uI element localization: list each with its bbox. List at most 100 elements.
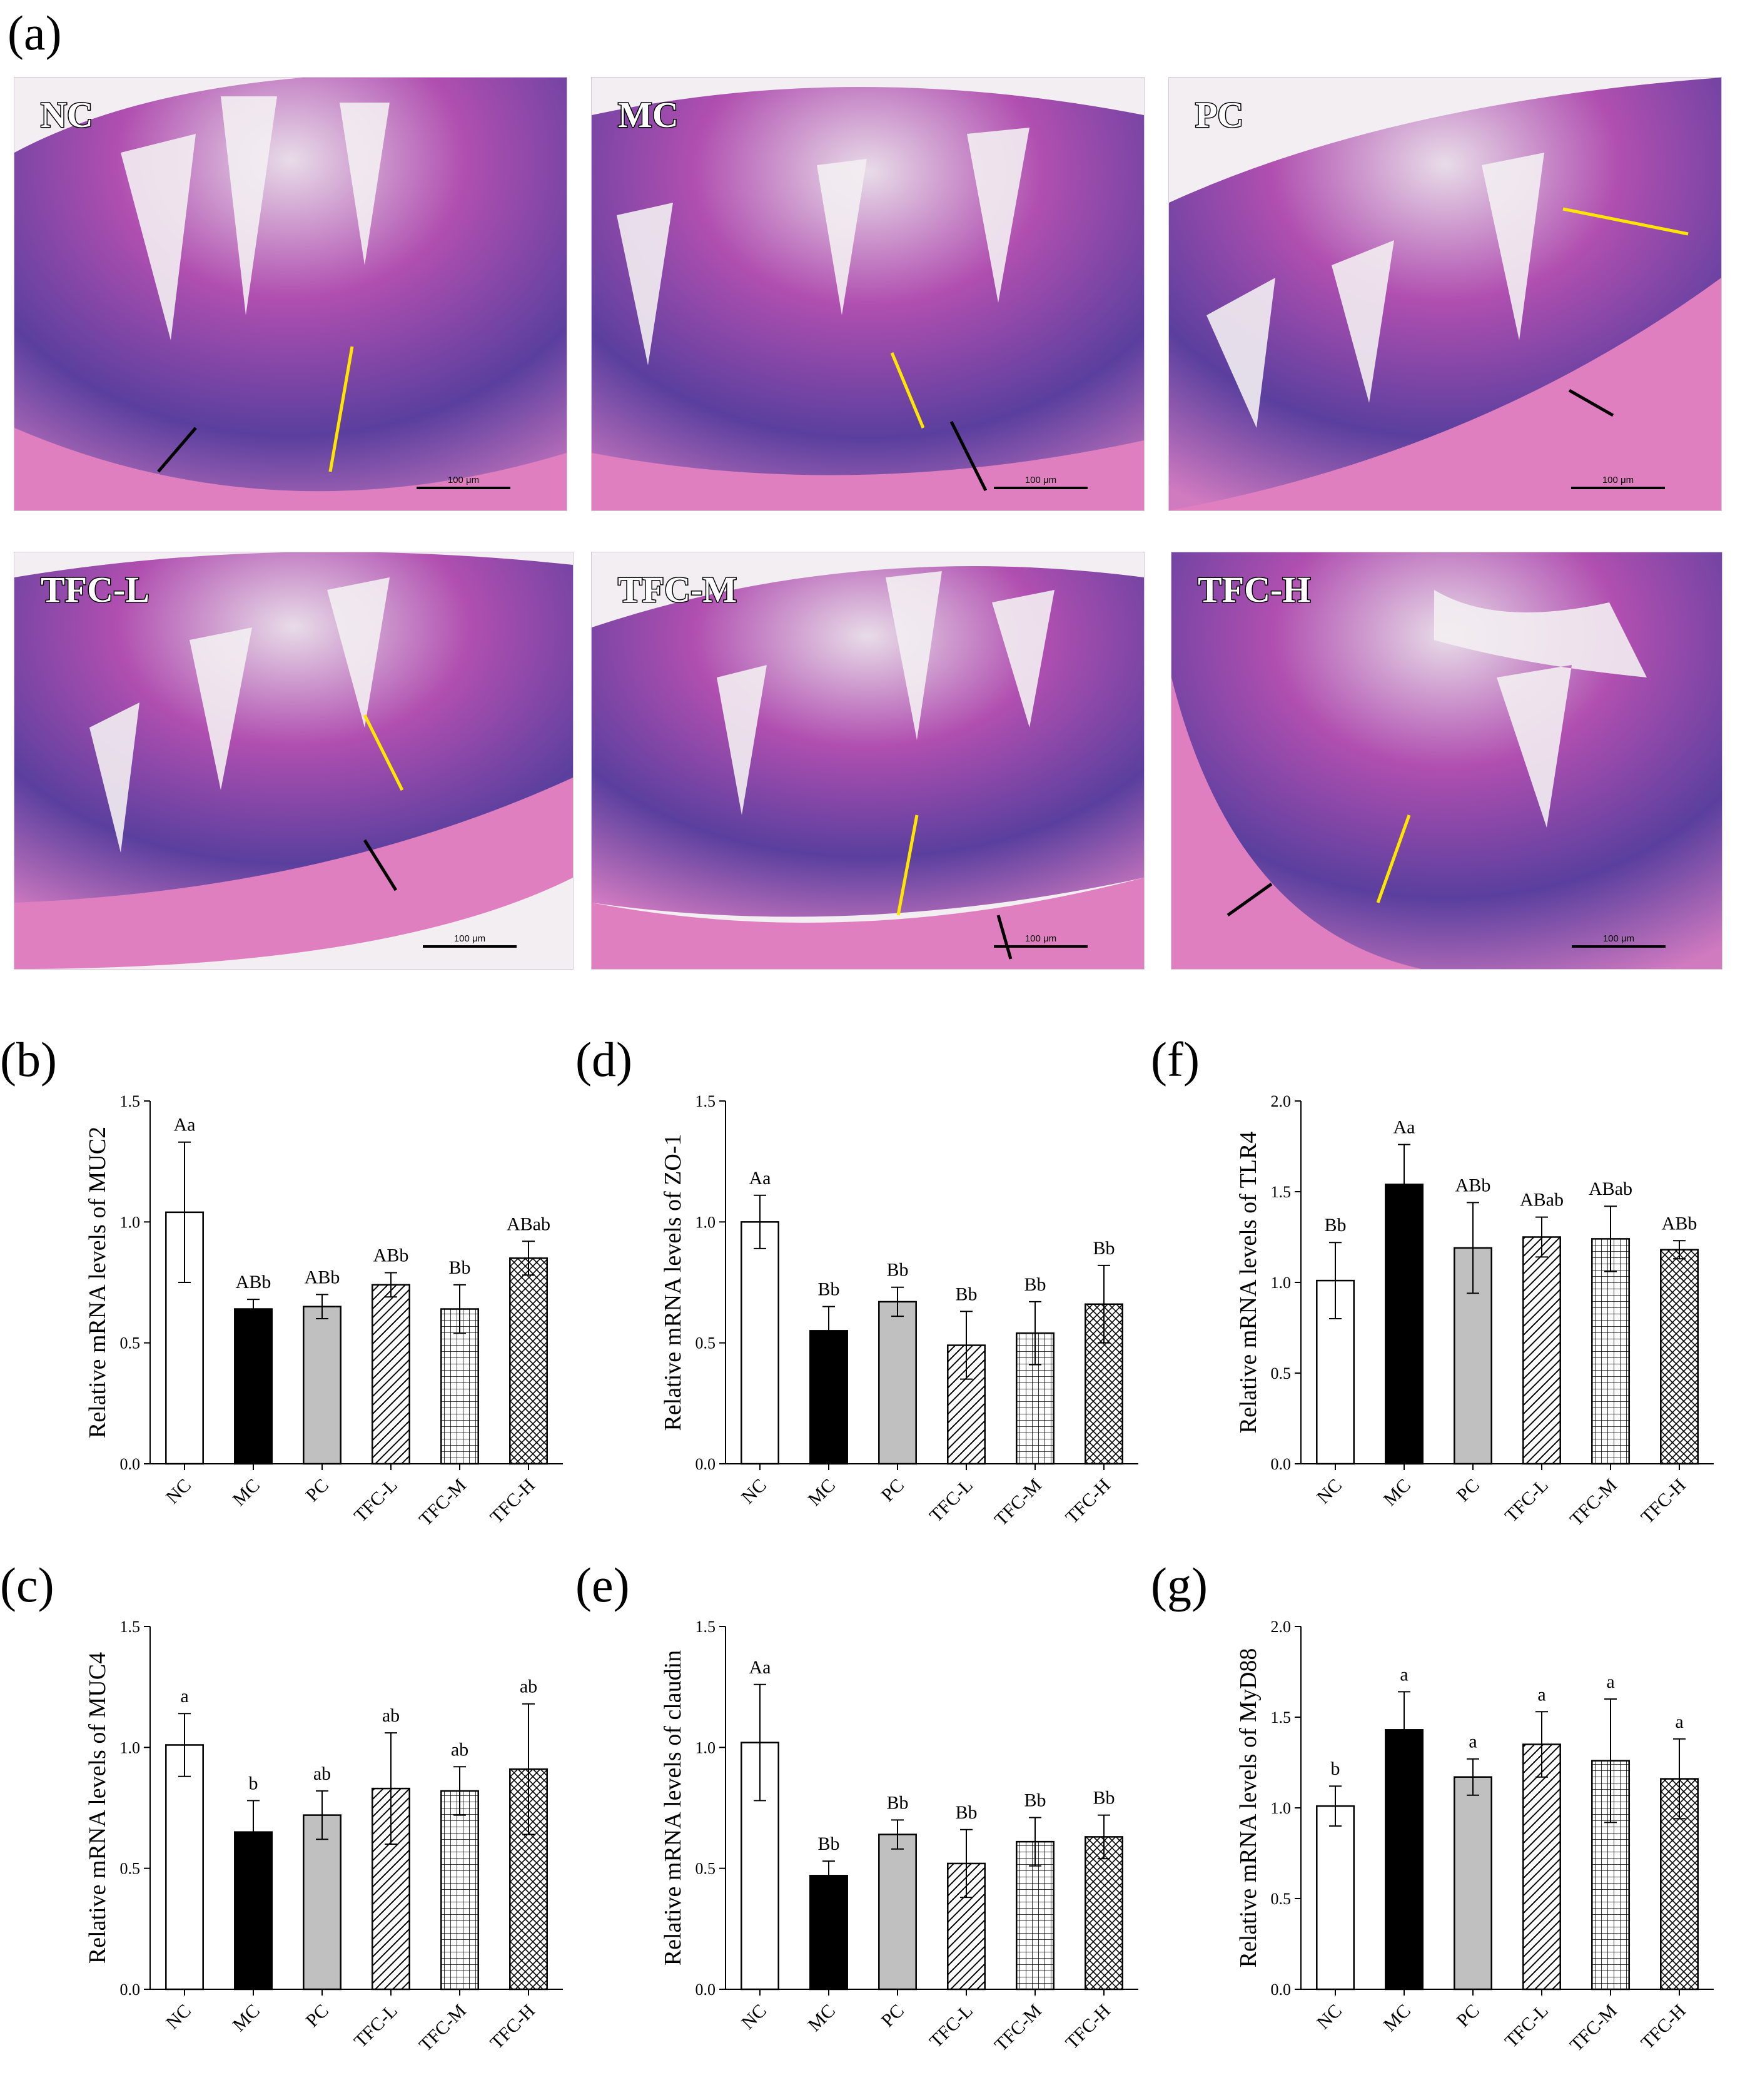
chart-tlr4: (f) Relative mRNA levels of TLR4 0.0 0.5 1.0… (1151, 1026, 1732, 1564)
bar (1522, 1236, 1561, 1465)
significance-label: Bb (817, 1279, 839, 1300)
y-tick-label: 0.0 (120, 1455, 141, 1473)
x-tick-label: NC (162, 1475, 195, 1508)
micrograph-mc: MC 100 μm (591, 77, 1145, 511)
y-axis-label: Relative mRNA levels of MUC4 (84, 1652, 111, 1964)
y-tick-label: 0.5 (695, 1334, 716, 1352)
bar (165, 1744, 204, 1991)
bar (1660, 1249, 1699, 1465)
x-tick-label: TFC-H (1061, 2001, 1115, 2054)
significance-label: Bb (1093, 1238, 1115, 1259)
y-tick-label: 1.5 (120, 1092, 141, 1110)
y-tick-label: 1.0 (695, 1738, 716, 1757)
plot-area: (d) Relative mRNA levels of ZO-1 0.0 0.5 1.0… (575, 1032, 1138, 1530)
panel-letter: (f) (1151, 1032, 1200, 1087)
y-tick-label: 0.0 (1271, 1981, 1292, 1999)
micrograph-pc: PC 100 μm (1168, 77, 1722, 511)
significance-label: a (1400, 1664, 1408, 1685)
y-tick-label: 0.5 (1271, 1364, 1292, 1382)
significance-label: Bb (886, 1792, 908, 1813)
significance-label: ab (451, 1739, 468, 1760)
x-tick-label: TFC-H (1637, 1475, 1690, 1528)
x-tick-label: PC (1453, 1475, 1484, 1506)
x-tick-label: MC (229, 1475, 264, 1510)
x-tick-label: PC (878, 2001, 908, 2031)
y-tick-label: 0.0 (120, 1981, 141, 1999)
bar (440, 1790, 479, 1991)
plot-area: (c) Relative mRNA levels of MUC4 0.0 0.5 1.0… (0, 1558, 563, 2056)
bar (1591, 1238, 1630, 1465)
x-tick-label: TFC-M (991, 1475, 1046, 1530)
x-tick-label: TFC-M (1566, 1475, 1621, 1530)
bar (509, 1257, 548, 1465)
significance-label: Bb (448, 1257, 470, 1278)
y-tick-label: 1.5 (120, 1618, 141, 1636)
bar (1385, 1184, 1424, 1465)
significance-label: ab (520, 1676, 537, 1697)
significance-label: ABb (1662, 1213, 1697, 1234)
x-tick-label: MC (229, 2001, 264, 2036)
x-tick-label: NC (162, 2001, 195, 2034)
y-tick-label: 1.5 (695, 1618, 716, 1636)
plot-area: (b) Relative mRNA levels of MUC2 0.0 0.5 1.0… (0, 1032, 563, 1530)
y-tick-label: 0.5 (695, 1860, 716, 1878)
x-tick-label: TFC-H (486, 1475, 539, 1528)
bar-chart-svg: (e) Relative mRNA levels of claudin 0.0 0.5… (575, 1558, 1138, 2056)
y-tick-label: 0.5 (120, 1860, 141, 1878)
x-tick-label: PC (878, 1475, 908, 1506)
significance-label: ABab (1589, 1179, 1632, 1199)
bar (878, 1301, 917, 1465)
x-tick-label: NC (737, 1475, 771, 1508)
y-axis-label: Relative mRNA levels of claudin (660, 1650, 686, 1966)
plot-area: (g) Relative mRNA levels of MyD88 0.0 0.5 1.… (1151, 1558, 1714, 2056)
scale-bar: 100 μm (1571, 475, 1665, 489)
y-tick-label: 1.0 (120, 1213, 141, 1231)
y-tick-label: 1.0 (1271, 1799, 1292, 1817)
bar (1385, 1729, 1424, 1991)
scale-bar: 100 μm (994, 475, 1088, 489)
micrograph-label: PC (1194, 94, 1244, 136)
y-tick-label: 1.0 (1271, 1274, 1292, 1292)
bar-chart-svg: (d) Relative mRNA levels of ZO-1 0.0 0.5 1.0… (575, 1032, 1138, 1530)
significance-label: Bb (1024, 1790, 1046, 1810)
bar-chart-svg: (b) Relative mRNA levels of MUC2 0.0 0.5 1.0… (0, 1032, 563, 1530)
y-tick-label: 1.5 (1271, 1708, 1292, 1727)
x-tick-label: TFC-L (926, 2001, 977, 2052)
x-tick-label: PC (302, 1475, 333, 1506)
bar (234, 1308, 273, 1465)
scale-bar: 100 μm (423, 933, 517, 948)
micrograph-label: TFC-H (1196, 569, 1311, 611)
significance-label: ABb (1455, 1175, 1491, 1195)
significance-label: a (1537, 1684, 1545, 1705)
significance-label: Aa (749, 1657, 771, 1678)
histology-image (592, 552, 1144, 969)
bar (741, 1221, 779, 1465)
significance-label: Bb (1324, 1215, 1346, 1235)
bar (1454, 1776, 1492, 1991)
x-tick-label: TFC-M (1566, 2001, 1621, 2056)
x-tick-label: NC (1313, 2001, 1346, 2034)
x-tick-label: TFC-L (350, 2001, 402, 2052)
y-tick-label: 2.0 (1271, 1092, 1292, 1110)
y-tick-label: 0.5 (1271, 1890, 1292, 1908)
significance-label: Aa (174, 1115, 196, 1135)
bar (1316, 1805, 1355, 1991)
micrograph-tfc-l: TFC-L 100 μm (14, 552, 574, 970)
chart-muc2: (b) Relative mRNA levels of MUC2 0.0 0.5 1.0… (0, 1026, 582, 1564)
histology-image (14, 78, 567, 510)
bar-chart-svg: (c) Relative mRNA levels of MUC4 0.0 0.5 1.0… (0, 1558, 563, 2056)
micrograph-tfc-h: TFC-H 100 μm (1171, 552, 1722, 970)
y-axis-label: Relative mRNA levels of TLR4 (1235, 1132, 1262, 1434)
panel-letter: (d) (575, 1032, 632, 1087)
y-tick-label: 0.0 (695, 1455, 716, 1473)
x-tick-label: PC (1453, 2001, 1484, 2031)
x-tick-label: TFC-L (1501, 2001, 1552, 2052)
significance-label: ABab (1520, 1190, 1564, 1210)
y-tick-label: 1.0 (120, 1738, 141, 1757)
significance-label: Bb (1024, 1274, 1046, 1295)
micrograph-tfc-m: TFC-M 100 μm (591, 552, 1145, 970)
bar-chart-svg: (f) Relative mRNA levels of TLR4 0.0 0.5 1.0… (1151, 1032, 1714, 1530)
significance-label: a (1675, 1712, 1683, 1732)
significance-label: a (180, 1686, 188, 1707)
panel-a-letter: (a) (8, 6, 62, 60)
